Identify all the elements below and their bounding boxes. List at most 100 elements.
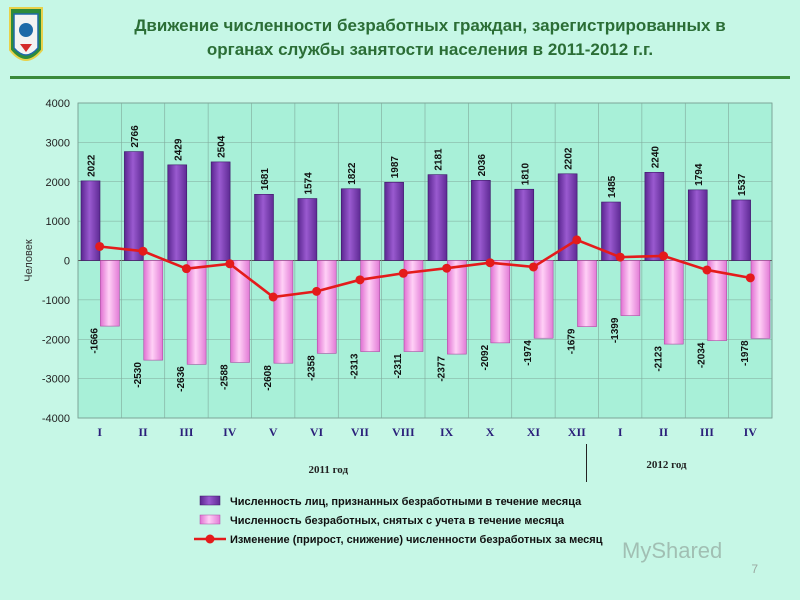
data-label-registered: 2429: [173, 138, 184, 161]
bar-removed: [620, 260, 641, 316]
bar-removed: [447, 260, 467, 355]
data-label-removed: -2377: [436, 356, 447, 382]
point-change: [485, 258, 495, 268]
point-change: [528, 262, 538, 272]
point-change: [615, 252, 625, 262]
data-label-registered: 1485: [607, 175, 618, 198]
x-tick-label: IX: [440, 425, 454, 439]
data-label-removed: -2034: [697, 342, 708, 368]
point-change: [442, 263, 452, 273]
x-tick-label: III: [700, 425, 714, 439]
y-tick-label: 1000: [46, 216, 70, 228]
bar-removed: [490, 260, 511, 344]
x-tick-label: IV: [223, 425, 237, 439]
data-label-registered: 1822: [347, 162, 358, 185]
legend-label: Численность лиц, признанных безработными…: [230, 496, 582, 508]
bar-registered: [167, 164, 188, 261]
data-label-removed: -2636: [176, 366, 187, 392]
data-label-removed: -1666: [89, 328, 100, 354]
watermark: MyShared: [622, 538, 723, 563]
point-change: [659, 251, 669, 261]
data-label-removed: -1399: [610, 317, 621, 343]
legend-marker-change: [205, 534, 215, 544]
coat-of-arms-icon: [9, 7, 43, 61]
data-label-removed: -2313: [350, 353, 361, 379]
bar-registered: [687, 189, 708, 261]
title-line-1: Движение численности безработных граждан…: [134, 16, 726, 35]
point-change: [745, 273, 755, 283]
data-label-removed: -2530: [133, 362, 144, 388]
data-label-registered: 1537: [737, 173, 748, 196]
bar-removed: [533, 260, 554, 339]
bar-registered: [210, 161, 231, 261]
bar-registered: [471, 180, 491, 261]
point-change: [95, 241, 105, 251]
y-tick-label: -4000: [42, 413, 70, 425]
y-tick-label: -2000: [42, 334, 70, 346]
bar-registered: [124, 151, 144, 261]
data-label-registered: 1681: [260, 168, 271, 191]
year-label: 2011 год: [308, 464, 348, 476]
legend-label: Изменение (прирост, снижение) численност…: [230, 534, 603, 546]
x-tick-label: X: [486, 425, 495, 439]
data-label-registered: 2504: [217, 135, 228, 158]
data-label-removed: -2123: [653, 346, 664, 372]
page-number: 7: [751, 562, 758, 576]
legend-label: Численность безработных, снятых с учета …: [230, 515, 565, 527]
bar-registered: [427, 174, 448, 261]
bar-registered: [514, 188, 535, 261]
x-tick-label: VI: [310, 425, 324, 439]
bar-removed: [186, 260, 207, 365]
bar-removed: [143, 260, 164, 361]
x-tick-label: XII: [568, 425, 586, 439]
line-change: [99, 238, 751, 299]
bar-registered: [731, 199, 751, 261]
data-label-registered: 2766: [130, 125, 141, 148]
bar-removed: [750, 260, 771, 339]
x-tick-label: II: [138, 425, 148, 439]
x-tick-label: I: [97, 425, 102, 439]
x-tick-label: VIII: [392, 425, 415, 439]
point-change: [181, 264, 191, 274]
x-tick-label: IV: [744, 425, 758, 439]
title-underline: [10, 76, 790, 79]
point-change: [702, 265, 712, 275]
point-change: [268, 292, 278, 302]
bar-registered: [254, 194, 274, 261]
x-tick-label: II: [659, 425, 669, 439]
y-axis-label: Человек: [23, 239, 35, 282]
x-tick-label: I: [618, 425, 623, 439]
data-label-removed: -2092: [480, 344, 491, 370]
data-label-removed: -1679: [567, 328, 578, 354]
y-tick-label: -3000: [42, 374, 70, 386]
y-tick-label: 2000: [46, 177, 70, 189]
data-label-removed: -2608: [263, 365, 274, 391]
bar-removed: [230, 260, 250, 363]
y-tick-label: 4000: [46, 98, 70, 110]
data-label-registered: 2181: [434, 148, 445, 171]
data-label-removed: -1974: [523, 340, 534, 366]
x-tick-label: III: [179, 425, 193, 439]
x-tick-label: VII: [351, 425, 369, 439]
bar-registered: [601, 201, 621, 261]
y-tick-label: 0: [64, 256, 70, 268]
data-label-registered: 1794: [694, 163, 705, 186]
data-label-registered: 1987: [390, 156, 401, 179]
title-line-2: органах службы занятости населения в 201…: [206, 40, 654, 59]
point-change: [138, 246, 148, 256]
page-title: Движение численности безработных граждан…: [100, 14, 760, 62]
point-change: [572, 235, 582, 245]
data-label-removed: -1978: [740, 340, 751, 366]
legend-swatch-registered: [199, 495, 221, 506]
bar-removed: [360, 260, 380, 352]
x-tick-label: XI: [527, 425, 541, 439]
point-change: [312, 286, 322, 296]
year-label: 2012 год: [646, 459, 687, 471]
bar-removed: [403, 260, 424, 352]
data-label-registered: 2240: [650, 146, 661, 169]
bar-registered: [384, 181, 404, 261]
data-label-registered: 1574: [303, 172, 314, 195]
data-label-removed: -2358: [306, 355, 317, 381]
x-tick-label: V: [269, 425, 278, 439]
